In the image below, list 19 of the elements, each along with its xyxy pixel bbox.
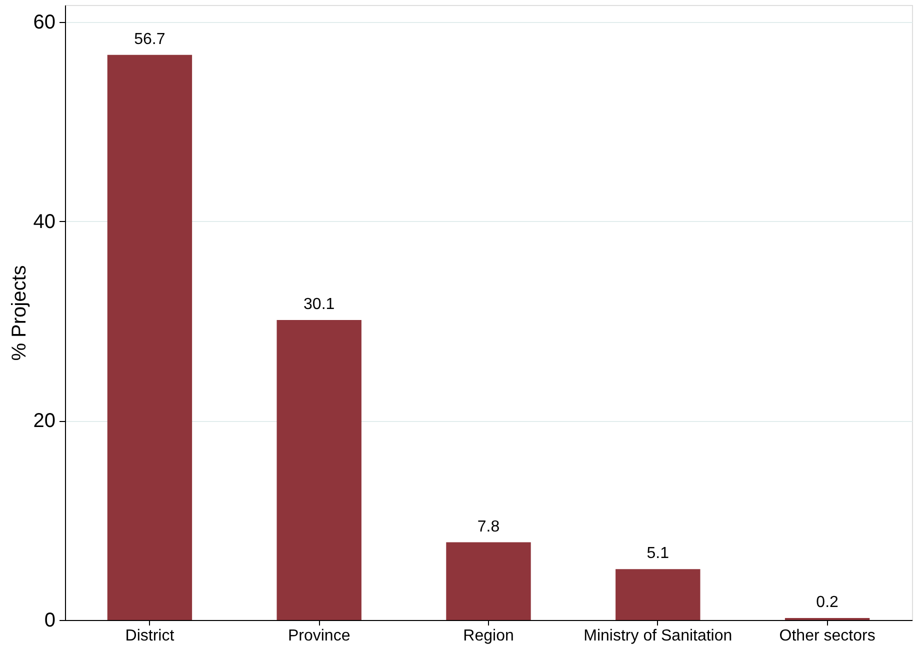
x-tick-label: District: [125, 628, 175, 644]
bar: [446, 542, 531, 620]
y-axis-title: % Projects: [8, 265, 30, 361]
y-tick-label: 60: [33, 11, 56, 34]
y-tick-label: 40: [33, 210, 56, 233]
data-label: 0.2: [816, 594, 839, 612]
x-tick-label: Ministry of Sanitation: [584, 628, 732, 644]
x-tick-label: Province: [288, 628, 350, 644]
bar: [616, 569, 700, 620]
data-label: 30.1: [304, 296, 335, 313]
y-tick-label: 20: [33, 410, 56, 432]
bar: [276, 320, 362, 620]
bar: [107, 54, 192, 620]
x-tick-label: Other sectors: [779, 628, 876, 644]
data-label: 56.7: [134, 30, 166, 48]
data-label: 5.1: [646, 545, 670, 562]
x-tick-label: Region: [463, 628, 514, 644]
y-tick-label: 0: [44, 610, 56, 632]
data-label: 7.8: [477, 518, 500, 536]
